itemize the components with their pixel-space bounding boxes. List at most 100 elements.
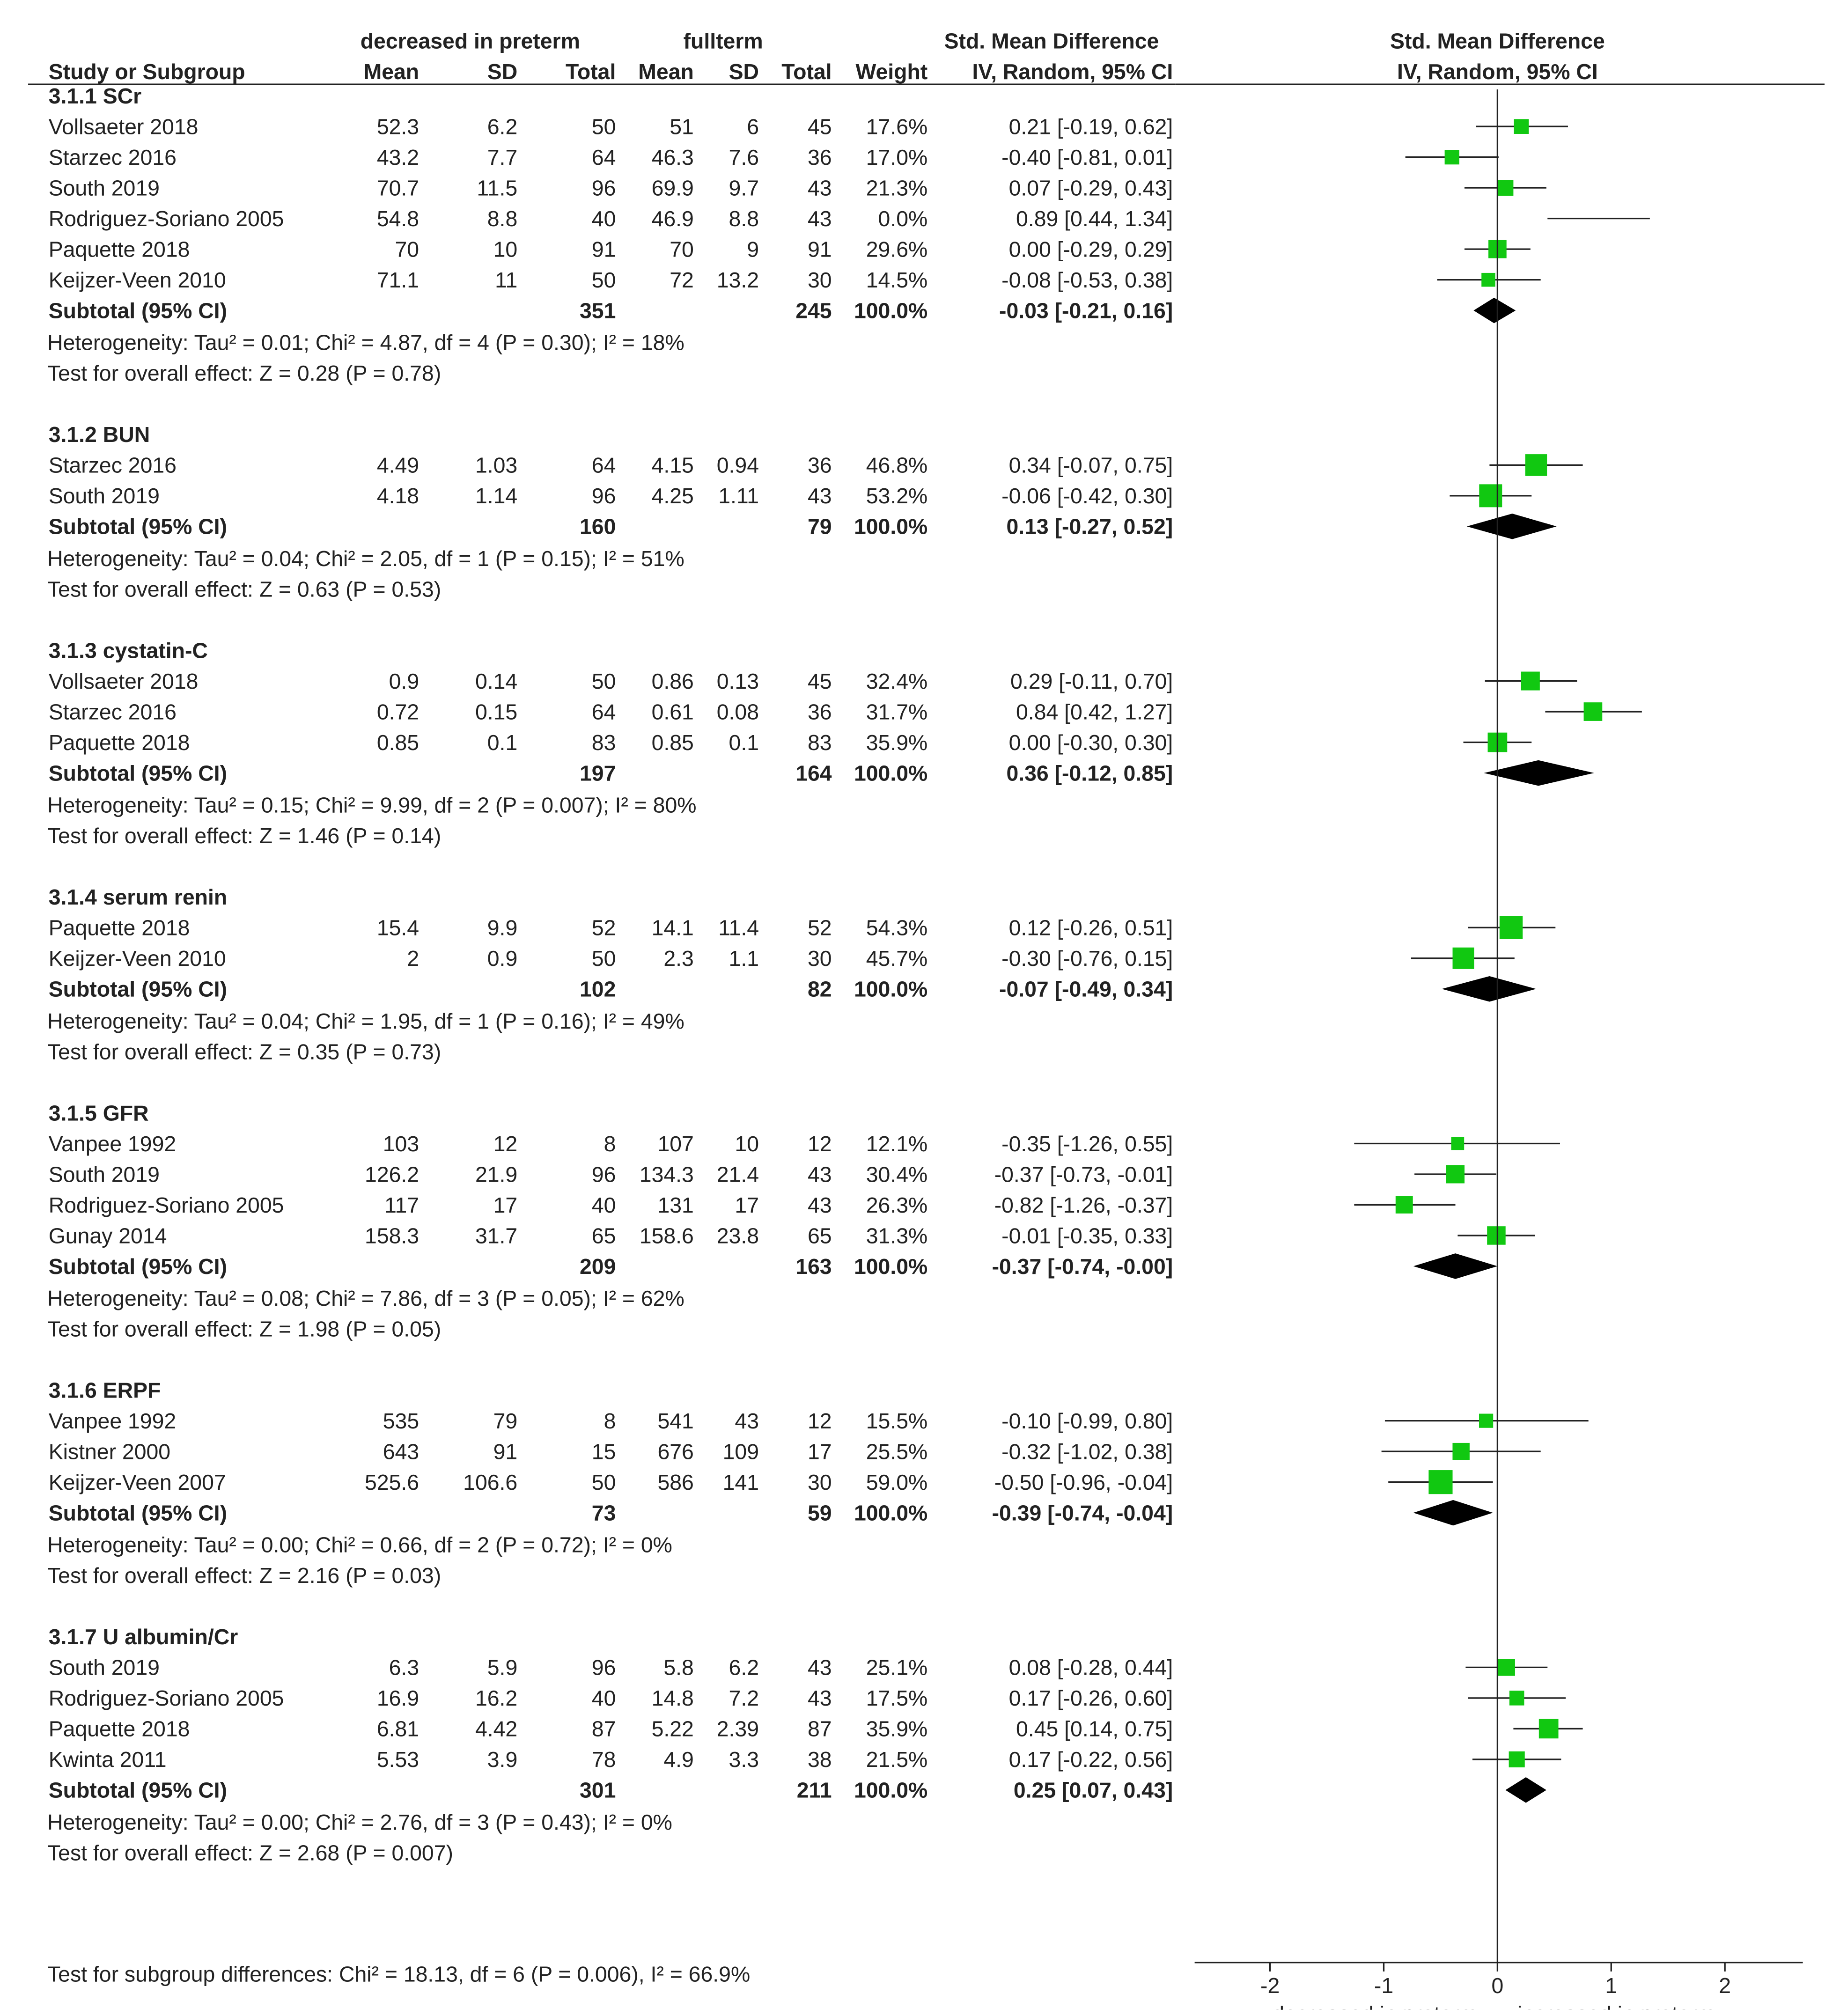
study-name: Starzec 2016: [49, 145, 177, 169]
study-name: Starzec 2016: [49, 453, 177, 478]
study-total1: 96: [592, 176, 616, 200]
overall-effect-test: Test for overall effect: Z = 1.98 (P = 0…: [47, 1317, 441, 1341]
overall-effect-test: Test for overall effect: Z = 0.35 (P = 0…: [47, 1039, 441, 1064]
study-point-estimate: [1509, 1691, 1524, 1706]
study-sd1: 106.6: [463, 1470, 517, 1494]
study-sd1: 16.2: [475, 1686, 517, 1710]
study-ci: -0.06 [-0.42, 0.30]: [1001, 484, 1173, 508]
study-weight: 32.4%: [866, 669, 928, 693]
study-sd2: 109: [723, 1440, 759, 1464]
study-total1: 8: [604, 1132, 616, 1156]
study-mean2: 0.86: [652, 669, 694, 693]
subtotal-weight: 100.0%: [854, 1501, 927, 1525]
subtotal-label: Subtotal (95% CI): [49, 1254, 227, 1279]
heterogeneity-stats: Heterogeneity: Tau² = 0.15; Chi² = 9.99,…: [47, 793, 697, 817]
study-total2: 43: [808, 176, 832, 200]
study-point-estimate: [1395, 1196, 1413, 1214]
study-total1: 91: [592, 237, 616, 262]
study-point-estimate: [1499, 916, 1523, 939]
subtotal-diamond: [1473, 297, 1516, 324]
subtotal-ci: -0.03 [-0.21, 0.16]: [999, 299, 1173, 323]
study-name: Keijzer-Veen 2007: [49, 1470, 226, 1494]
study-mean2: 5.22: [652, 1717, 694, 1741]
study-ci: 0.34 [-0.07, 0.75]: [1009, 453, 1173, 478]
study-mean1: 643: [383, 1440, 419, 1464]
study-ci: 0.00 [-0.30, 0.30]: [1009, 730, 1173, 755]
study-weight: 30.4%: [866, 1162, 928, 1186]
study-mean2: 14.8: [652, 1686, 694, 1710]
study-total1: 50: [592, 268, 616, 292]
study-mean1: 126.2: [365, 1162, 419, 1186]
study-ci: 0.84 [0.42, 1.27]: [1016, 699, 1173, 724]
subtotal-total1: 102: [580, 977, 616, 1001]
plot-heading: Std. Mean Difference: [1390, 29, 1605, 53]
study-ci: -0.10 [-0.99, 0.80]: [1001, 1409, 1173, 1433]
col-total1-heading: Total: [566, 59, 616, 84]
subtotal-diamond: [1484, 760, 1594, 786]
study-sd2: 1.11: [718, 484, 759, 508]
study-point-estimate: [1583, 702, 1603, 721]
heterogeneity-stats: Heterogeneity: Tau² = 0.00; Chi² = 0.66,…: [47, 1533, 672, 1557]
study-name: Kistner 2000: [49, 1440, 170, 1464]
subgroup-title: 3.1.2 BUN: [49, 422, 150, 447]
overall-effect-test: Test for overall effect: Z = 0.28 (P = 0…: [47, 361, 441, 385]
subtotal-total1: 73: [592, 1501, 616, 1525]
study-ci: 0.29 [-0.11, 0.70]: [1010, 669, 1173, 693]
study-ci: -0.40 [-0.81, 0.01]: [1001, 145, 1173, 169]
table-body: 3.1.1 SCr Vollsaeter 2018 52.3 6.2 50 51 6 45 17…: [47, 84, 1173, 1865]
study-total2: 12: [808, 1132, 832, 1156]
study-ci: -0.08 [-0.53, 0.38]: [1001, 268, 1173, 292]
subtotal-weight: 100.0%: [854, 1778, 927, 1803]
study-weight: 17.5%: [866, 1686, 928, 1710]
heterogeneity-stats: Heterogeneity: Tau² = 0.04; Chi² = 1.95,…: [47, 1009, 684, 1033]
study-total1: 64: [592, 145, 616, 169]
study-mean1: 4.49: [377, 453, 419, 478]
subtotal-total2: 163: [795, 1254, 832, 1279]
study-sd2: 3.3: [729, 1747, 759, 1772]
study-ci: -0.32 [-1.02, 0.38]: [1001, 1440, 1173, 1464]
study-weight: 17.6%: [866, 115, 928, 139]
study-point-estimate: [1481, 272, 1495, 287]
axis-label-left: decreased in preterm: [1272, 2001, 1477, 2009]
subgroup-title: 3.1.7 U albumin/Cr: [49, 1625, 238, 1649]
study-mean1: 71.1: [377, 268, 419, 292]
study-sd2: 6: [747, 115, 759, 139]
study-ci: 0.45 [0.14, 0.75]: [1016, 1717, 1173, 1741]
subtotal-label: Subtotal (95% CI): [49, 977, 227, 1001]
study-name: Paquette 2018: [49, 1717, 190, 1741]
study-sd2: 1.1: [729, 946, 759, 971]
study-total1: 50: [592, 946, 616, 971]
axis-tick-label: -1: [1374, 1973, 1393, 1998]
subtotal-total1: 301: [580, 1778, 616, 1803]
subtotal-total2: 82: [808, 977, 832, 1001]
study-mean1: 103: [383, 1132, 419, 1156]
study-total2: 45: [808, 669, 832, 693]
study-weight: 29.6%: [866, 237, 928, 262]
study-mean1: 4.18: [377, 484, 419, 508]
study-sd1: 1.03: [475, 453, 517, 478]
study-total1: 40: [592, 1193, 616, 1217]
study-total2: 30: [808, 946, 832, 971]
study-sd1: 0.15: [475, 699, 517, 724]
study-sd2: 9.7: [729, 176, 759, 200]
col-mean2-heading: Mean: [638, 59, 694, 84]
study-total1: 83: [592, 730, 616, 755]
study-sd2: 0.1: [729, 730, 759, 755]
study-total2: 36: [808, 453, 832, 478]
col-smd-method-heading: IV, Random, 95% CI: [972, 59, 1173, 84]
study-sd2: 0.13: [717, 669, 759, 693]
study-weight: 12.1%: [866, 1132, 928, 1156]
subtotal-ci: -0.37 [-0.74, -0.00]: [992, 1254, 1173, 1279]
study-mean1: 6.3: [389, 1655, 419, 1680]
plot-marks: [1354, 119, 1650, 1803]
study-mean2: 70: [670, 237, 694, 262]
col-total2-heading: Total: [781, 59, 832, 84]
subgroup-title: 3.1.1 SCr: [49, 84, 142, 108]
study-sd1: 10: [493, 237, 518, 262]
study-mean1: 6.81: [377, 1717, 419, 1741]
study-sd1: 31.7: [475, 1223, 517, 1248]
study-name: South 2019: [49, 484, 160, 508]
study-mean2: 5.8: [663, 1655, 693, 1680]
table-header: decreased in preterm fullterm Std. Mean …: [28, 29, 1825, 85]
heterogeneity-stats: Heterogeneity: Tau² = 0.00; Chi² = 2.76,…: [47, 1810, 672, 1834]
